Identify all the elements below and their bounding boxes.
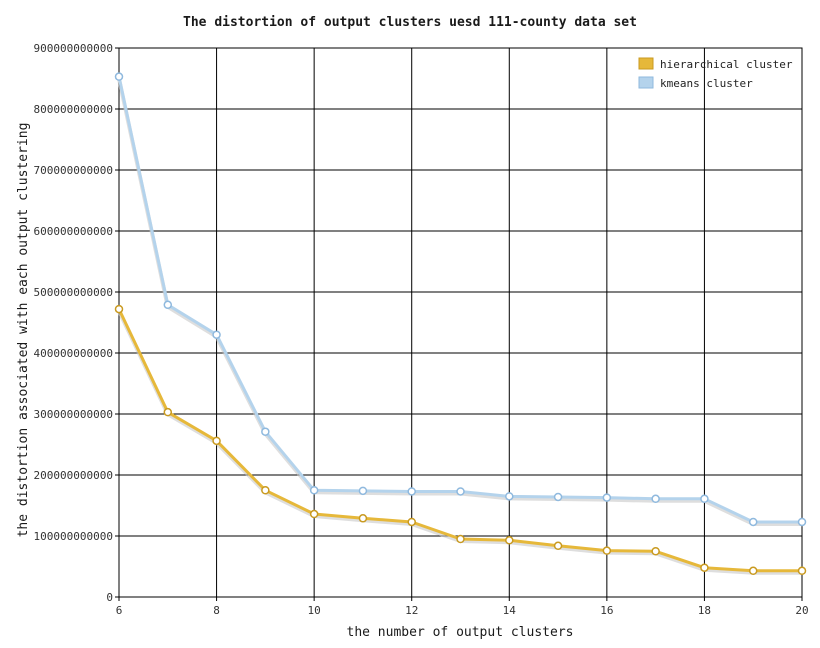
grid bbox=[118, 47, 803, 598]
y-tick-label: 400000000000 bbox=[34, 347, 113, 360]
x-tick-label: 8 bbox=[213, 604, 220, 617]
data-point bbox=[700, 563, 709, 572]
data-point bbox=[553, 492, 563, 502]
series-lines bbox=[114, 72, 807, 576]
data-point bbox=[456, 534, 465, 544]
data-point bbox=[748, 517, 758, 527]
data-point bbox=[212, 436, 221, 446]
data-point bbox=[602, 546, 612, 555]
data-point bbox=[553, 541, 563, 551]
x-tick-label: 6 bbox=[116, 604, 123, 617]
data-point bbox=[797, 566, 807, 576]
x-tick-label: 16 bbox=[600, 604, 613, 617]
data-point bbox=[505, 536, 514, 545]
data-point bbox=[407, 517, 416, 527]
y-axis-ticks: 0 100000000000 200000000000 300000000000 400… bbox=[34, 42, 119, 604]
x-tick-label: 10 bbox=[308, 604, 321, 617]
data-point bbox=[114, 72, 124, 81]
data-point bbox=[358, 486, 368, 496]
series-hierarchical bbox=[114, 304, 807, 576]
data-point bbox=[163, 300, 173, 310]
data-point bbox=[797, 517, 807, 527]
x-tick-label: 18 bbox=[698, 604, 711, 617]
data-point bbox=[700, 494, 709, 504]
y-tick-label: 900000000000 bbox=[34, 42, 113, 55]
y-tick-label: 700000000000 bbox=[34, 164, 113, 177]
y-tick-label: 100000000000 bbox=[34, 530, 113, 543]
data-point bbox=[309, 509, 319, 519]
data-point bbox=[456, 487, 465, 496]
data-point bbox=[407, 487, 416, 496]
x-tick-label: 12 bbox=[405, 604, 418, 617]
x-tick-label: 20 bbox=[795, 604, 808, 617]
data-point bbox=[261, 427, 270, 436]
y-tick-label: 800000000000 bbox=[34, 103, 113, 116]
data-point bbox=[602, 493, 612, 502]
data-point bbox=[358, 514, 368, 523]
data-point bbox=[114, 304, 124, 314]
y-tick-label: 200000000000 bbox=[34, 469, 113, 482]
legend-swatch-hierarchical bbox=[638, 57, 654, 70]
data-point bbox=[748, 566, 758, 576]
y-tick-label: 500000000000 bbox=[34, 286, 113, 299]
x-tick-label: 14 bbox=[503, 604, 517, 617]
data-point bbox=[309, 486, 319, 495]
y-tick-label: 0 bbox=[106, 591, 113, 604]
x-axis-ticks: 6 8 10 12 14 16 18 20 bbox=[116, 597, 809, 617]
legend: hierarchical cluster kmeans cluster bbox=[638, 57, 793, 90]
legend-swatch-kmeans bbox=[638, 76, 654, 89]
data-point bbox=[261, 486, 270, 495]
y-tick-label: 600000000000 bbox=[34, 225, 113, 238]
data-point bbox=[505, 492, 514, 501]
y-axis-label: the distortion associated with each outp… bbox=[16, 123, 31, 538]
data-point bbox=[651, 494, 660, 504]
chart-title: The distortion of output clusters uesd 1… bbox=[183, 15, 637, 30]
y-tick-label: 300000000000 bbox=[34, 408, 113, 421]
series-kmeans bbox=[114, 72, 807, 527]
series-line-shadow bbox=[117, 78, 802, 526]
plot-area-border bbox=[118, 47, 803, 598]
data-point bbox=[163, 407, 173, 417]
data-point bbox=[651, 547, 660, 556]
data-point bbox=[212, 330, 221, 339]
legend-label-hierarchical: hierarchical cluster bbox=[660, 58, 793, 71]
x-axis-label: the number of output clusters bbox=[347, 625, 574, 640]
legend-label-kmeans: kmeans cluster bbox=[660, 77, 753, 90]
series-line bbox=[117, 76, 802, 524]
